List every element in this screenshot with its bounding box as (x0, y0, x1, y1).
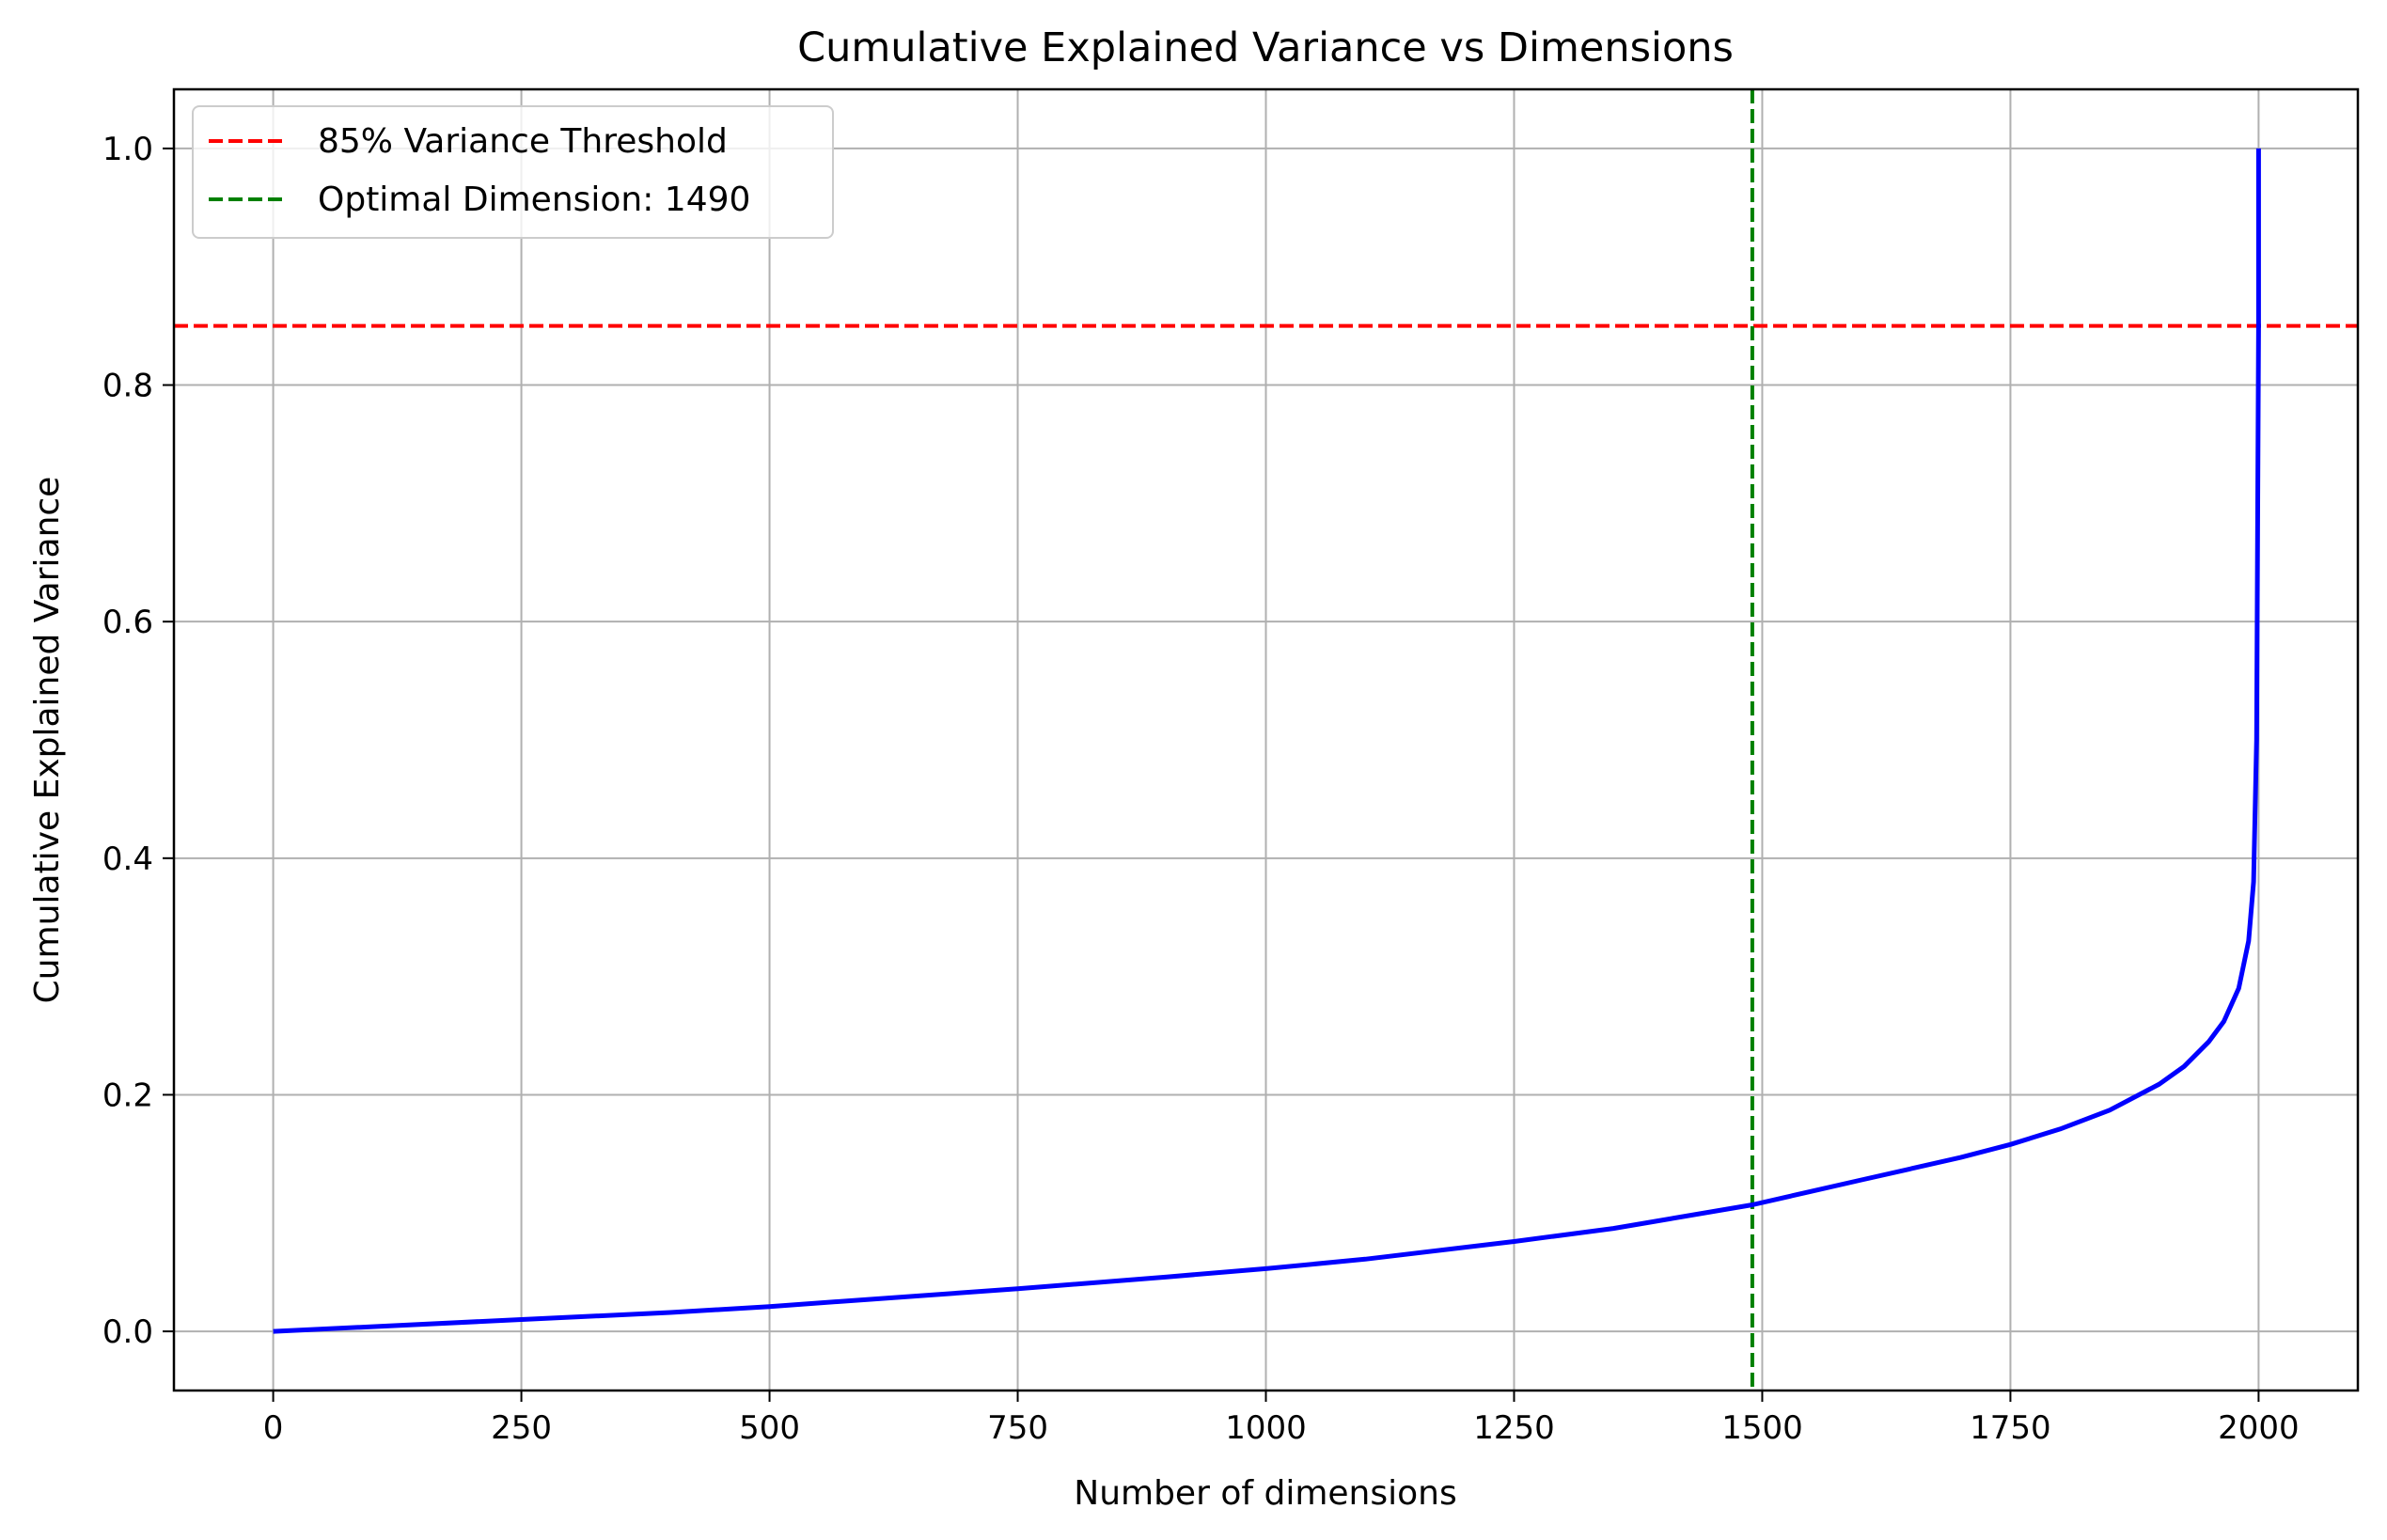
x-tick-label: 750 (987, 1409, 1048, 1447)
y-tick-label: 1.0 (102, 131, 153, 168)
chart-title: Cumulative Explained Variance vs Dimensi… (797, 24, 1734, 71)
y-axis-label: Cumulative Explained Variance (28, 477, 67, 1004)
legend-box (192, 105, 834, 239)
y-tick-label: 0.4 (102, 841, 153, 878)
y-tick-label: 0.0 (102, 1313, 153, 1351)
reference-lines (174, 89, 2358, 1391)
x-tick-label: 500 (739, 1409, 800, 1447)
cumulative-variance-line (273, 148, 2261, 1334)
x-tick-label: 1500 (1721, 1409, 1803, 1447)
x-ticks: 0 250 500 750 1000 1250 1500 1750 2000 (263, 1391, 2300, 1447)
legend-label-threshold: 85% Variance Threshold (318, 122, 728, 161)
x-tick-label: 2000 (2218, 1409, 2300, 1447)
y-tick-label: 0.8 (102, 368, 153, 405)
x-tick-label: 250 (491, 1409, 552, 1447)
legend-label-optimal: Optimal Dimension: 1490 (318, 181, 750, 219)
x-axis-label: Number of dimensions (1074, 1474, 1456, 1513)
x-tick-label: 1000 (1225, 1409, 1307, 1447)
y-ticks: 0.0 0.2 0.4 0.6 0.8 1.0 (102, 131, 174, 1351)
y-tick-label: 0.2 (102, 1076, 153, 1114)
plot-lines (273, 148, 2261, 1334)
x-tick-label: 0 (263, 1409, 284, 1447)
x-tick-label: 1750 (1970, 1409, 2051, 1447)
y-tick-label: 0.6 (102, 604, 153, 641)
x-tick-label: 1250 (1473, 1409, 1555, 1447)
legend: 85% Variance Threshold Optimal Dimension… (192, 105, 834, 239)
